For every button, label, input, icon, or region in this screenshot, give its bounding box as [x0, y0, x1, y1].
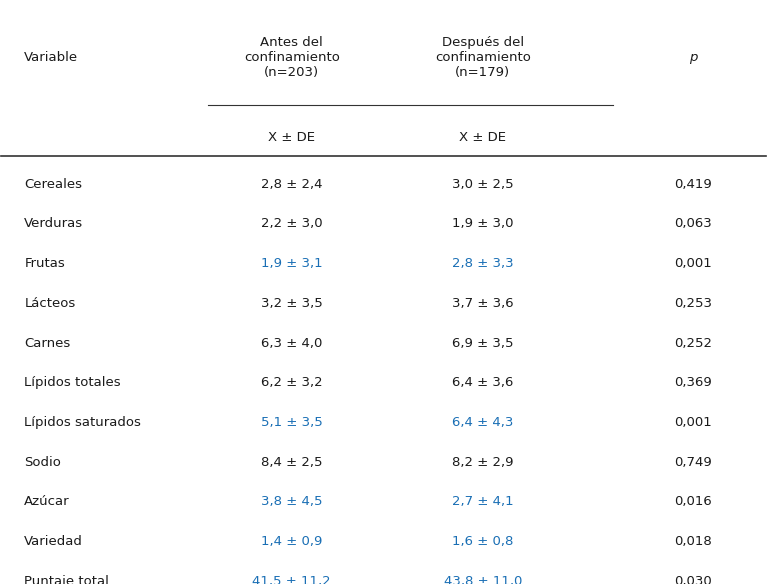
Text: Puntaje total: Puntaje total [25, 575, 109, 584]
Text: Variable: Variable [25, 51, 78, 64]
Text: 0,018: 0,018 [674, 535, 712, 548]
Text: 0,016: 0,016 [674, 495, 712, 509]
Text: Sodio: Sodio [25, 456, 61, 469]
Text: X ± DE: X ± DE [268, 131, 315, 144]
Text: 3,7 ± 3,6: 3,7 ± 3,6 [452, 297, 514, 310]
Text: 0,001: 0,001 [674, 416, 712, 429]
Text: 1,4 ± 0,9: 1,4 ± 0,9 [261, 535, 322, 548]
Text: X ± DE: X ± DE [459, 131, 506, 144]
Text: 6,4 ± 4,3: 6,4 ± 4,3 [453, 416, 514, 429]
Text: 0,001: 0,001 [674, 257, 712, 270]
Text: 2,8 ± 3,3: 2,8 ± 3,3 [452, 257, 514, 270]
Text: 6,2 ± 3,2: 6,2 ± 3,2 [261, 376, 323, 390]
Text: 2,8 ± 2,4: 2,8 ± 2,4 [261, 178, 323, 191]
Text: 43,8 ± 11,0: 43,8 ± 11,0 [443, 575, 522, 584]
Text: 2,7 ± 4,1: 2,7 ± 4,1 [452, 495, 514, 509]
Text: Frutas: Frutas [25, 257, 65, 270]
Text: 3,0 ± 2,5: 3,0 ± 2,5 [452, 178, 514, 191]
Text: Lácteos: Lácteos [25, 297, 76, 310]
Text: 8,2 ± 2,9: 8,2 ± 2,9 [452, 456, 514, 469]
Text: 0,252: 0,252 [674, 336, 712, 350]
Text: 6,4 ± 3,6: 6,4 ± 3,6 [453, 376, 514, 390]
Text: 0,253: 0,253 [674, 297, 712, 310]
Text: 1,6 ± 0,8: 1,6 ± 0,8 [453, 535, 514, 548]
Text: 1,9 ± 3,1: 1,9 ± 3,1 [261, 257, 323, 270]
Text: 8,4 ± 2,5: 8,4 ± 2,5 [261, 456, 323, 469]
Text: 6,3 ± 4,0: 6,3 ± 4,0 [261, 336, 322, 350]
Text: Lípidos saturados: Lípidos saturados [25, 416, 141, 429]
Text: 3,8 ± 4,5: 3,8 ± 4,5 [261, 495, 323, 509]
Text: 3,2 ± 3,5: 3,2 ± 3,5 [261, 297, 323, 310]
Text: 0,369: 0,369 [674, 376, 712, 390]
Text: 41,5 ± 11,2: 41,5 ± 11,2 [252, 575, 331, 584]
Text: p: p [689, 51, 697, 64]
Text: 6,9 ± 3,5: 6,9 ± 3,5 [452, 336, 514, 350]
Text: 0,749: 0,749 [674, 456, 712, 469]
Text: Verduras: Verduras [25, 217, 84, 231]
Text: 5,1 ± 3,5: 5,1 ± 3,5 [261, 416, 323, 429]
Text: Variedad: Variedad [25, 535, 83, 548]
Text: Lípidos totales: Lípidos totales [25, 376, 121, 390]
Text: Azúcar: Azúcar [25, 495, 70, 509]
Text: 0,063: 0,063 [674, 217, 712, 231]
Text: Cereales: Cereales [25, 178, 82, 191]
Text: 0,030: 0,030 [674, 575, 712, 584]
Text: Después del
confinamiento
(n=179): Después del confinamiento (n=179) [435, 36, 531, 79]
Text: 2,2 ± 3,0: 2,2 ± 3,0 [261, 217, 323, 231]
Text: 1,9 ± 3,0: 1,9 ± 3,0 [452, 217, 514, 231]
Text: Antes del
confinamiento
(n=203): Antes del confinamiento (n=203) [244, 36, 340, 79]
Text: Carnes: Carnes [25, 336, 71, 350]
Text: 0,419: 0,419 [674, 178, 712, 191]
